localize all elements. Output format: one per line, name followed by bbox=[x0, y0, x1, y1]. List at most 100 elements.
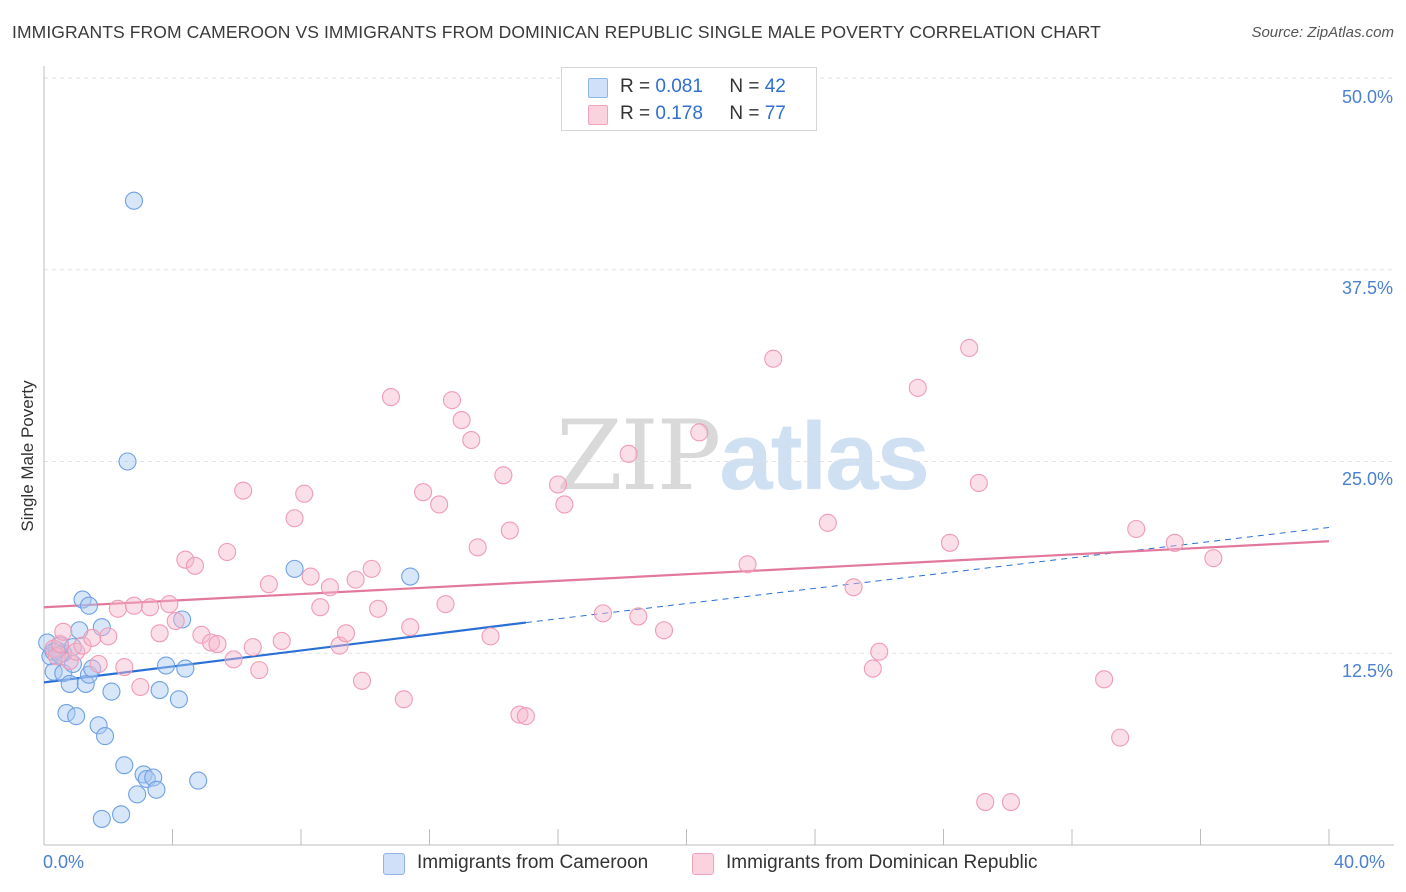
data-point-dominican bbox=[192, 625, 211, 644]
trend-line-cameroon bbox=[43, 621, 527, 684]
data-point-dominican bbox=[60, 651, 79, 670]
data-point-dominican bbox=[272, 631, 291, 651]
data-point-cameroon bbox=[60, 674, 79, 693]
bottom-legend-swatch-dominican bbox=[692, 853, 714, 875]
y-tick-label: 25.0% bbox=[1341, 469, 1393, 489]
data-point-dominican bbox=[969, 473, 988, 493]
legend-swatch-cameroon bbox=[588, 78, 608, 98]
data-points bbox=[38, 191, 1223, 828]
chart-title: IMMIGRANTS FROM CAMEROON VS IMMIGRANTS F… bbox=[12, 22, 1101, 42]
bottom-legend-label-dominican: Immigrants from Dominican Republic bbox=[726, 852, 1038, 873]
trend-line-extension bbox=[525, 526, 1330, 624]
data-point-cameroon bbox=[173, 610, 192, 629]
y-axis-label: Single Male Poverty bbox=[18, 380, 37, 532]
data-point-dominican bbox=[548, 475, 568, 494]
data-point-dominican bbox=[99, 627, 118, 646]
data-point-dominican bbox=[224, 650, 243, 669]
watermark: ZIPatlas bbox=[556, 400, 930, 512]
data-point-dominican bbox=[234, 481, 253, 500]
data-point-dominican bbox=[250, 661, 269, 680]
data-point-cameroon bbox=[115, 756, 134, 775]
data-point-dominican bbox=[115, 658, 134, 677]
data-point-dominican bbox=[369, 599, 388, 618]
data-point-dominican bbox=[1165, 533, 1184, 552]
data-point-dominican bbox=[690, 423, 709, 442]
n-value: 77 bbox=[764, 103, 786, 124]
data-point-cameroon bbox=[57, 704, 76, 723]
bottom-legend-swatch-cameroon bbox=[383, 853, 405, 875]
trend-line-dominican bbox=[43, 540, 1330, 609]
data-point-dominican bbox=[160, 595, 179, 614]
data-point-dominican bbox=[54, 622, 73, 641]
n-label: N = bbox=[729, 76, 760, 97]
data-point-dominican bbox=[462, 430, 481, 450]
data-point-dominican bbox=[301, 567, 320, 586]
data-point-dominican bbox=[166, 611, 185, 631]
x-tick-label: 40.0% bbox=[1334, 852, 1386, 872]
data-point-dominican bbox=[124, 596, 143, 615]
data-point-cameroon bbox=[95, 727, 115, 746]
data-point-cameroon bbox=[89, 716, 108, 735]
data-point-cameroon bbox=[83, 659, 102, 678]
data-point-dominican bbox=[89, 654, 108, 674]
data-point-cameroon bbox=[44, 662, 63, 681]
data-point-dominican bbox=[436, 595, 455, 614]
data-point-cameroon bbox=[150, 681, 169, 700]
data-point-cameroon bbox=[112, 805, 131, 824]
data-point-cameroon bbox=[128, 785, 147, 804]
data-point-dominican bbox=[619, 444, 638, 463]
chart-source: Source: ZipAtlas.com bbox=[1251, 24, 1394, 41]
data-point-dominican bbox=[468, 538, 487, 557]
legend-swatch-dominican bbox=[588, 105, 608, 125]
data-point-dominican bbox=[336, 624, 356, 643]
data-point-dominican bbox=[1001, 792, 1021, 812]
data-point-dominican bbox=[844, 578, 863, 597]
watermark-zip: ZIP bbox=[556, 400, 721, 512]
data-point-dominican bbox=[654, 621, 674, 640]
y-tick-label: 12.5% bbox=[1341, 661, 1393, 681]
data-point-dominican bbox=[259, 575, 278, 594]
data-point-dominican bbox=[442, 391, 462, 410]
data-point-dominican bbox=[414, 483, 433, 502]
data-point-dominican bbox=[1204, 549, 1223, 568]
data-point-cameroon bbox=[147, 780, 166, 799]
r-value: 0.178 bbox=[655, 103, 703, 124]
data-point-dominican bbox=[430, 495, 449, 514]
stats-legend: R = 0.081 N = 42 R = 0.178 N = 77 bbox=[561, 67, 817, 131]
n-label: N = bbox=[729, 103, 760, 124]
r-label: R = bbox=[620, 103, 651, 124]
x-tick-label: 0.0% bbox=[43, 852, 85, 872]
data-point-dominican bbox=[362, 559, 381, 578]
data-point-dominican bbox=[320, 578, 339, 597]
data-point-dominican bbox=[629, 607, 648, 626]
data-point-dominican bbox=[218, 542, 237, 562]
data-point-cameroon bbox=[176, 659, 195, 678]
data-point-cameroon bbox=[157, 656, 176, 675]
data-point-dominican bbox=[381, 388, 401, 407]
data-point-dominican bbox=[108, 599, 127, 618]
r-label: R = bbox=[620, 76, 651, 97]
data-point-dominican bbox=[208, 634, 227, 654]
data-point-dominican bbox=[593, 604, 613, 623]
data-point-cameroon bbox=[124, 191, 143, 210]
data-point-dominican bbox=[401, 618, 420, 637]
data-point-cameroon bbox=[401, 567, 420, 586]
data-point-dominican bbox=[500, 521, 519, 540]
data-point-cameroon bbox=[79, 596, 99, 615]
data-point-cameroon bbox=[118, 452, 137, 471]
data-point-dominican bbox=[516, 707, 535, 726]
data-point-dominican bbox=[1095, 670, 1114, 689]
data-point-dominican bbox=[176, 550, 195, 569]
watermark-atlas: atlas bbox=[719, 403, 930, 510]
y-tick-label: 37.5% bbox=[1341, 278, 1393, 298]
data-point-cameroon bbox=[92, 809, 111, 828]
data-point-dominican bbox=[150, 624, 169, 643]
trend-lines bbox=[43, 526, 1330, 684]
data-point-dominican bbox=[295, 484, 314, 503]
data-point-dominican bbox=[131, 677, 150, 697]
data-point-dominican bbox=[1127, 519, 1146, 539]
n-value: 42 bbox=[764, 76, 786, 97]
grid-lines bbox=[44, 77, 1394, 654]
data-point-cameroon bbox=[67, 707, 86, 726]
data-point-dominican bbox=[346, 570, 365, 589]
